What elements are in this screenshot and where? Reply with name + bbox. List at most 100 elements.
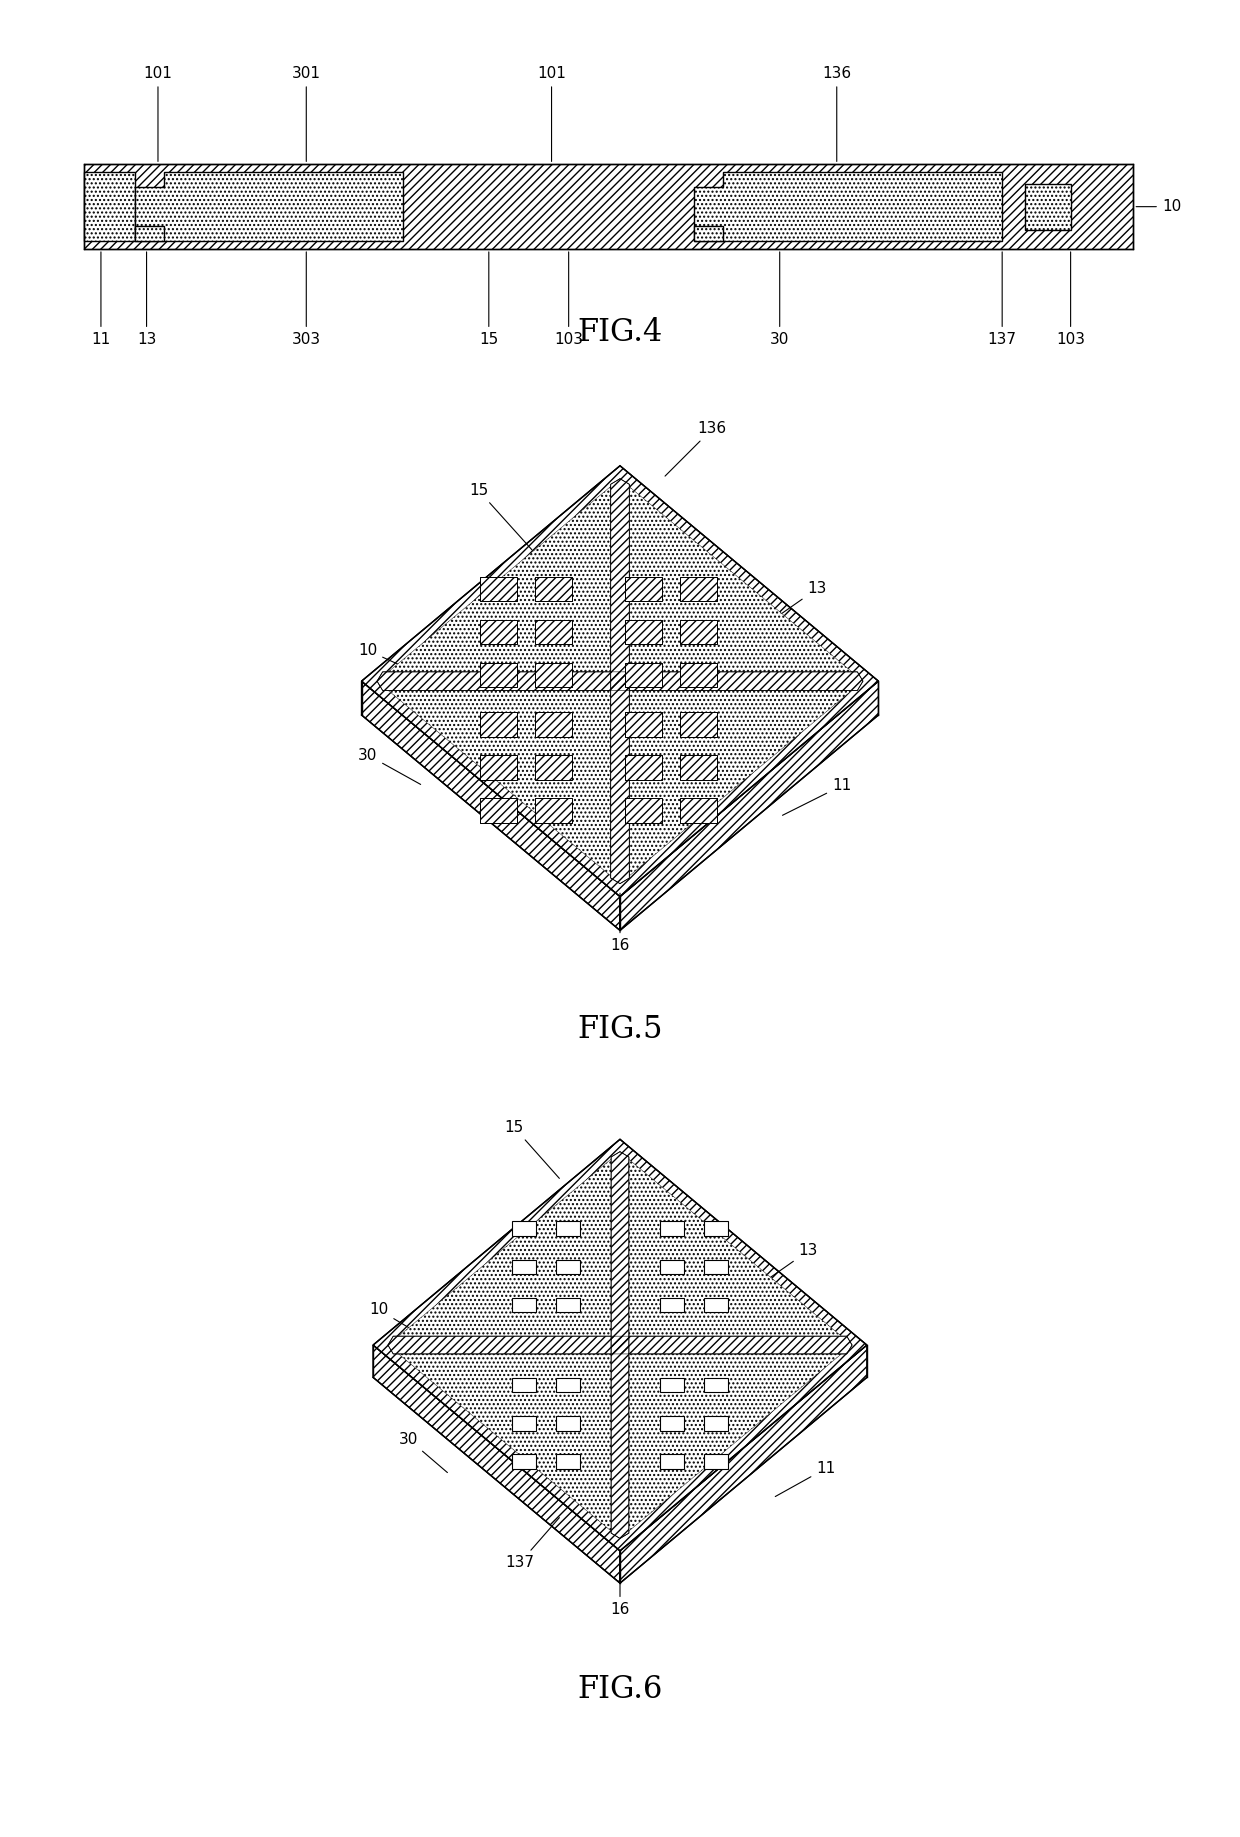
Polygon shape <box>680 755 717 779</box>
Text: 30: 30 <box>399 1431 448 1473</box>
Polygon shape <box>512 1297 536 1312</box>
Polygon shape <box>512 1222 536 1236</box>
Polygon shape <box>536 663 572 687</box>
Polygon shape <box>536 619 572 645</box>
Polygon shape <box>536 577 572 601</box>
Polygon shape <box>480 577 517 601</box>
Text: 30: 30 <box>770 252 790 347</box>
Text: 136: 136 <box>822 66 852 162</box>
Polygon shape <box>620 682 878 930</box>
Polygon shape <box>625 755 662 779</box>
Polygon shape <box>680 713 717 737</box>
Text: 11: 11 <box>782 779 851 816</box>
Polygon shape <box>377 479 620 682</box>
Text: 103: 103 <box>1056 252 1085 347</box>
Polygon shape <box>557 1297 580 1312</box>
Polygon shape <box>620 1152 852 1345</box>
Polygon shape <box>704 1260 728 1275</box>
Polygon shape <box>512 1260 536 1275</box>
Text: 13: 13 <box>758 580 827 630</box>
Polygon shape <box>660 1297 683 1312</box>
Polygon shape <box>704 1455 728 1470</box>
Polygon shape <box>704 1378 728 1392</box>
Text: 30: 30 <box>358 748 420 784</box>
Text: 101: 101 <box>537 66 565 162</box>
Polygon shape <box>625 713 662 737</box>
Text: 10: 10 <box>358 643 433 680</box>
Text: 101: 101 <box>144 66 172 162</box>
Polygon shape <box>480 663 517 687</box>
Polygon shape <box>377 682 620 884</box>
Polygon shape <box>557 1378 580 1392</box>
Polygon shape <box>557 1416 580 1431</box>
Polygon shape <box>388 1152 620 1345</box>
Polygon shape <box>362 467 878 896</box>
Text: FIG.4: FIG.4 <box>578 318 662 347</box>
Text: 11: 11 <box>92 252 110 347</box>
Polygon shape <box>135 226 164 241</box>
Polygon shape <box>660 1260 683 1275</box>
Polygon shape <box>1025 184 1070 230</box>
Polygon shape <box>512 1378 536 1392</box>
Polygon shape <box>680 663 717 687</box>
Text: 303: 303 <box>291 252 321 347</box>
Polygon shape <box>704 1222 728 1236</box>
Polygon shape <box>557 1222 580 1236</box>
Polygon shape <box>680 619 717 645</box>
Polygon shape <box>704 1416 728 1431</box>
Text: 15: 15 <box>469 483 532 549</box>
Text: FIG.6: FIG.6 <box>578 1674 662 1705</box>
Polygon shape <box>512 1455 536 1470</box>
Polygon shape <box>680 577 717 601</box>
Polygon shape <box>660 1222 683 1236</box>
Polygon shape <box>625 619 662 645</box>
Polygon shape <box>694 173 1002 241</box>
Text: 13: 13 <box>136 252 156 347</box>
Polygon shape <box>373 1345 620 1583</box>
Polygon shape <box>557 1260 580 1275</box>
Text: 13: 13 <box>751 1244 818 1291</box>
Polygon shape <box>377 672 863 691</box>
Polygon shape <box>625 577 662 601</box>
Text: 16: 16 <box>610 893 630 953</box>
Polygon shape <box>625 663 662 687</box>
Polygon shape <box>620 682 863 884</box>
Polygon shape <box>694 226 723 241</box>
Polygon shape <box>362 682 620 930</box>
Polygon shape <box>620 479 863 682</box>
Text: 15: 15 <box>479 252 498 347</box>
Polygon shape <box>480 797 517 823</box>
Text: 11: 11 <box>775 1460 836 1497</box>
Polygon shape <box>373 1139 867 1550</box>
Polygon shape <box>388 1345 620 1538</box>
Polygon shape <box>620 1345 867 1583</box>
Text: 137: 137 <box>988 252 1017 347</box>
Polygon shape <box>704 1297 728 1312</box>
Text: 10: 10 <box>370 1302 435 1343</box>
Polygon shape <box>680 797 717 823</box>
Text: 136: 136 <box>665 421 727 476</box>
Text: 103: 103 <box>554 252 583 347</box>
Polygon shape <box>480 755 517 779</box>
Polygon shape <box>620 1345 852 1538</box>
Polygon shape <box>84 163 1133 250</box>
Polygon shape <box>536 755 572 779</box>
Polygon shape <box>610 479 630 884</box>
Polygon shape <box>660 1455 683 1470</box>
Polygon shape <box>480 619 517 645</box>
Text: 137: 137 <box>506 1517 559 1571</box>
Text: 16: 16 <box>610 1565 630 1617</box>
Text: FIG.5: FIG.5 <box>578 1014 662 1045</box>
Polygon shape <box>84 173 135 241</box>
Polygon shape <box>536 713 572 737</box>
Text: 301: 301 <box>291 66 321 162</box>
Polygon shape <box>611 1152 629 1538</box>
Polygon shape <box>660 1416 683 1431</box>
Polygon shape <box>388 1335 852 1354</box>
Polygon shape <box>480 713 517 737</box>
Polygon shape <box>660 1378 683 1392</box>
Text: 15: 15 <box>505 1121 559 1178</box>
Polygon shape <box>536 797 572 823</box>
Text: 10: 10 <box>1136 198 1182 215</box>
Polygon shape <box>557 1455 580 1470</box>
